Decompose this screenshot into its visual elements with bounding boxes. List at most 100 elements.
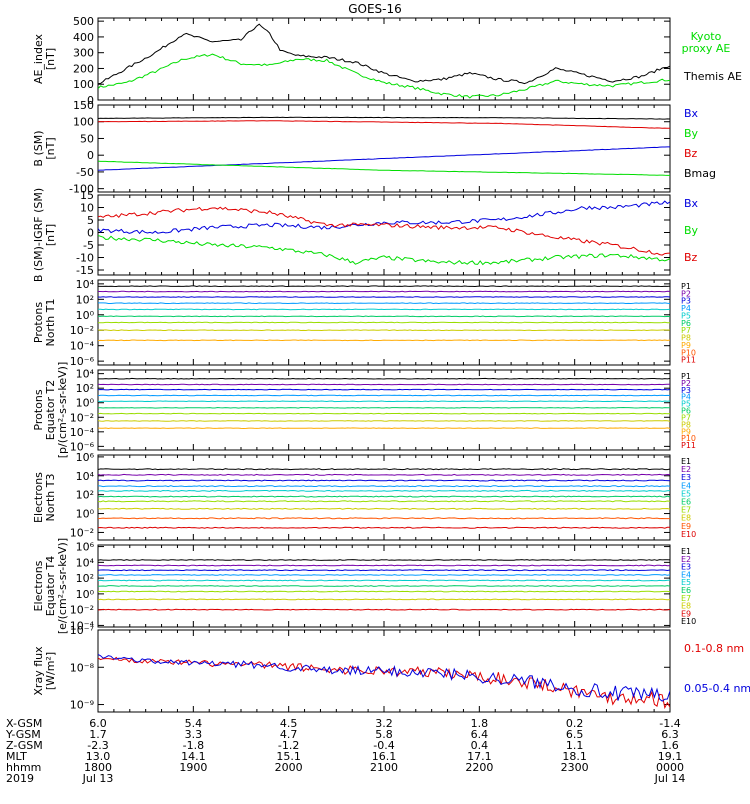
series-line-p9 xyxy=(98,339,670,342)
series-line-e4 xyxy=(98,574,670,576)
y-tick-label: 5 xyxy=(87,214,94,227)
x-tick-value: 19.1 xyxy=(658,750,683,763)
series-line-0-05-0-4-nm xyxy=(98,654,670,702)
y-tick-label: 10⁻⁷ xyxy=(70,624,94,637)
y-tick-label: 100 xyxy=(73,116,94,129)
legend-p9: P9 xyxy=(681,427,691,436)
series-line-by xyxy=(98,235,670,266)
series-line-p3 xyxy=(98,296,670,298)
y-tick-label: -5 xyxy=(83,239,94,252)
y-tick-label: 500 xyxy=(73,15,94,28)
x-row-label: hhmm xyxy=(6,761,41,774)
y-tick-label: 50 xyxy=(80,132,94,145)
x-tick-value: -1.4 xyxy=(659,717,680,730)
y-tick-label: 10⁻⁴ xyxy=(70,619,95,632)
x-tick-value: 15.1 xyxy=(276,750,301,763)
y-tick-label: 10⁴ xyxy=(76,278,95,291)
x-tick-value: 16.1 xyxy=(372,750,397,763)
legend-e7: E7 xyxy=(681,506,691,515)
y-axis-label: [nT] xyxy=(44,48,57,70)
y-tick-label: 10⁴ xyxy=(76,556,95,569)
x-row-label: MLT xyxy=(6,750,27,763)
y-axis-label: B (SM)-IGRF (SM) xyxy=(32,188,45,282)
legend-p1: P1 xyxy=(681,282,691,291)
x-tick-value: 4.5 xyxy=(280,717,298,730)
series-line-0-1-0-8-nm xyxy=(98,656,670,710)
legend-kyoto: Kyoto xyxy=(691,30,722,43)
date-start: Jul 13 xyxy=(82,772,114,785)
y-tick-label: 10⁻⁴ xyxy=(70,340,95,353)
panel-electrons_equator: 10⁶ 10⁴ 10² 10⁰ 10⁻² 10⁻⁴ Electrons Equator T4[… xyxy=(32,538,696,634)
y-tick-label: 10² xyxy=(76,489,94,502)
x-tick-value: 6.5 xyxy=(566,728,584,741)
x-tick-value: 3.3 xyxy=(185,728,203,741)
legend-p3: P3 xyxy=(681,297,691,306)
legend-p6: P6 xyxy=(681,319,691,328)
y-tick-label: 100 xyxy=(73,78,94,91)
series-line-p8 xyxy=(98,329,670,332)
series-line-e9 xyxy=(98,608,670,611)
panel-frame xyxy=(97,369,671,451)
y-tick-label: 10⁶ xyxy=(76,451,95,464)
panel-bsm: -100 -50 0 50 100 150 B (SM) [nT] Bx By Bz Bmag xyxy=(32,99,716,196)
panel-protons_north: 10⁴ 10² 10⁰ 10⁻² 10⁻⁴ 10⁻⁶ Protons North T1 P1P2… xyxy=(32,278,696,368)
series-line-e5 xyxy=(98,579,670,582)
y-tick-label: 10⁻⁴ xyxy=(70,426,95,439)
series-line-e7 xyxy=(98,590,670,593)
y-tick-label: 10⁰ xyxy=(76,397,95,410)
y-tick-label: 10⁻² xyxy=(70,324,94,337)
series-line-p6 xyxy=(98,406,670,409)
y-tick-label: 10² xyxy=(76,382,94,395)
legend-p8: P8 xyxy=(681,334,691,343)
x-tick-value: 6.4 xyxy=(471,728,489,741)
legend-p4: P4 xyxy=(681,304,691,313)
legend-p6: P6 xyxy=(681,407,691,416)
x-tick-value: -1.8 xyxy=(183,739,204,752)
x-tick-value: 14.1 xyxy=(181,750,206,763)
x-tick-value: 3.2 xyxy=(375,717,393,730)
y-tick-label: 150 xyxy=(73,99,94,112)
y-axis-label: AE_index xyxy=(32,33,45,84)
x-row-label: Z-GSM xyxy=(6,739,43,752)
legend-bmag: Bmag xyxy=(684,167,716,180)
x-tick-value: 1.6 xyxy=(661,739,679,752)
legend-p11: P11 xyxy=(681,356,696,365)
y-tick-label: 10⁻² xyxy=(70,526,94,539)
x-row-label: Y-GSM xyxy=(5,728,41,741)
legend-e1: E1 xyxy=(681,457,691,466)
legend-e3: E3 xyxy=(681,473,691,482)
legend-themis-ae: Themis AE xyxy=(683,70,742,83)
legend-p5: P5 xyxy=(681,400,691,409)
y-axis-label: North T3 xyxy=(44,474,57,522)
x-tick-value: 6.0 xyxy=(89,717,107,730)
y-tick-label: 0 xyxy=(87,149,94,162)
series-line-p5 xyxy=(98,400,670,403)
legend-p8: P8 xyxy=(681,420,691,429)
legend-p9: P9 xyxy=(681,341,691,350)
x-tick-value: 1.1 xyxy=(566,739,584,752)
x-tick-value: 4.7 xyxy=(280,728,298,741)
y-tick-label: 10⁰ xyxy=(76,588,95,601)
legend-bx: Bx xyxy=(684,197,699,210)
legend-bz: Bz xyxy=(684,251,698,264)
y-tick-label: 10⁻² xyxy=(70,411,94,424)
legend-e2: E2 xyxy=(681,555,691,564)
legend-e8: E8 xyxy=(681,514,691,523)
legend-by: By xyxy=(684,127,699,140)
y-tick-label: 200 xyxy=(73,62,94,75)
x-tick-value: 2300 xyxy=(561,761,589,774)
y-tick-label: 0 xyxy=(87,94,94,107)
y-axis-label: [p/(cm²-s-sr-keV)] xyxy=(56,362,69,459)
x-tick-value: -2.3 xyxy=(87,739,108,752)
x-tick-value: 0.4 xyxy=(471,739,489,752)
series-line-e3 xyxy=(98,569,670,572)
series-line-e1 xyxy=(98,559,670,561)
y-axis-label: Equator T2 xyxy=(44,380,57,440)
y-axis-label: North T1 xyxy=(44,299,57,347)
legend-e8: E8 xyxy=(681,602,691,611)
